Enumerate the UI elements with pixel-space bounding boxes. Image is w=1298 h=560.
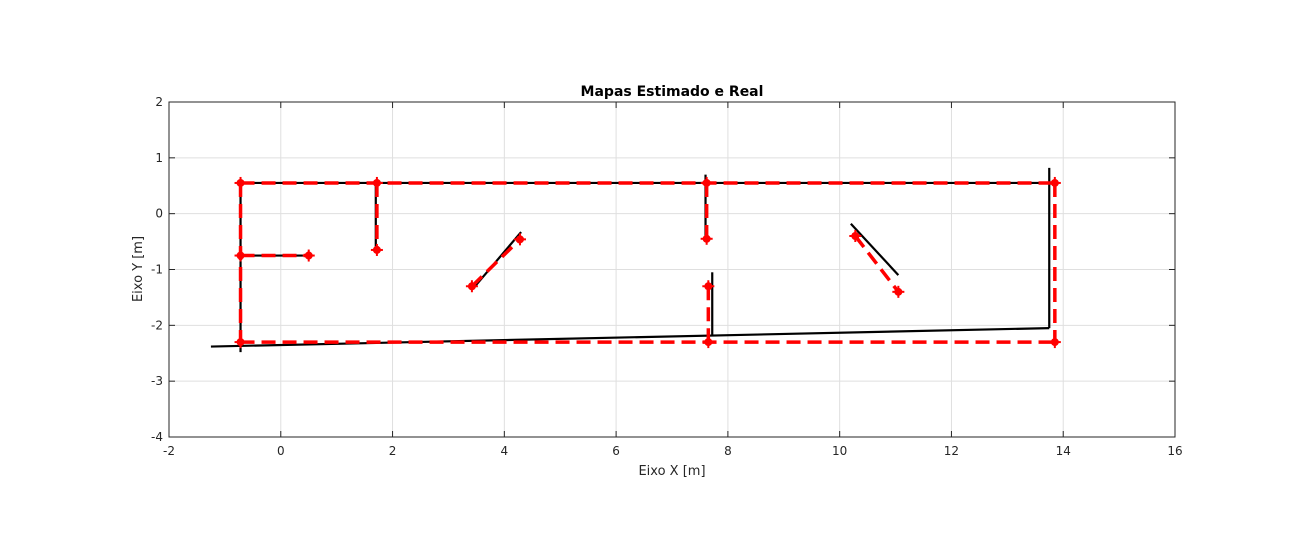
x-tick-label: 10 [832, 444, 847, 458]
x-tick-label: 0 [277, 444, 285, 458]
y-tick-label: -4 [151, 430, 163, 444]
x-tick-label: 2 [389, 444, 397, 458]
y-tick-label: 0 [155, 207, 163, 221]
x-tick-label: 8 [724, 444, 732, 458]
y-tick-label: -2 [151, 318, 163, 332]
x-tick-label: -2 [163, 444, 175, 458]
y-axis-label: Eixo Y [m] [131, 236, 146, 302]
plot-area [210, 167, 1061, 353]
real-wall-segment [470, 238, 522, 288]
x-tick-label: 6 [612, 444, 620, 458]
x-tick-label: 14 [1056, 444, 1071, 458]
x-tick-label: 16 [1167, 444, 1182, 458]
y-tick-label: -3 [151, 374, 163, 388]
x-tick-label: 12 [944, 444, 959, 458]
estimated-wall-segment [850, 222, 900, 276]
real-map-series [234, 176, 1061, 349]
y-tick-label: 1 [155, 151, 163, 165]
x-tick-label: 4 [501, 444, 509, 458]
y-tick-label: -1 [151, 263, 163, 277]
real-wall-segment [853, 234, 900, 293]
chart-title: Mapas Estimado e Real [581, 84, 764, 100]
y-tick-label: 2 [155, 95, 163, 109]
x-axis-label: Eixo X [m] [638, 464, 705, 479]
